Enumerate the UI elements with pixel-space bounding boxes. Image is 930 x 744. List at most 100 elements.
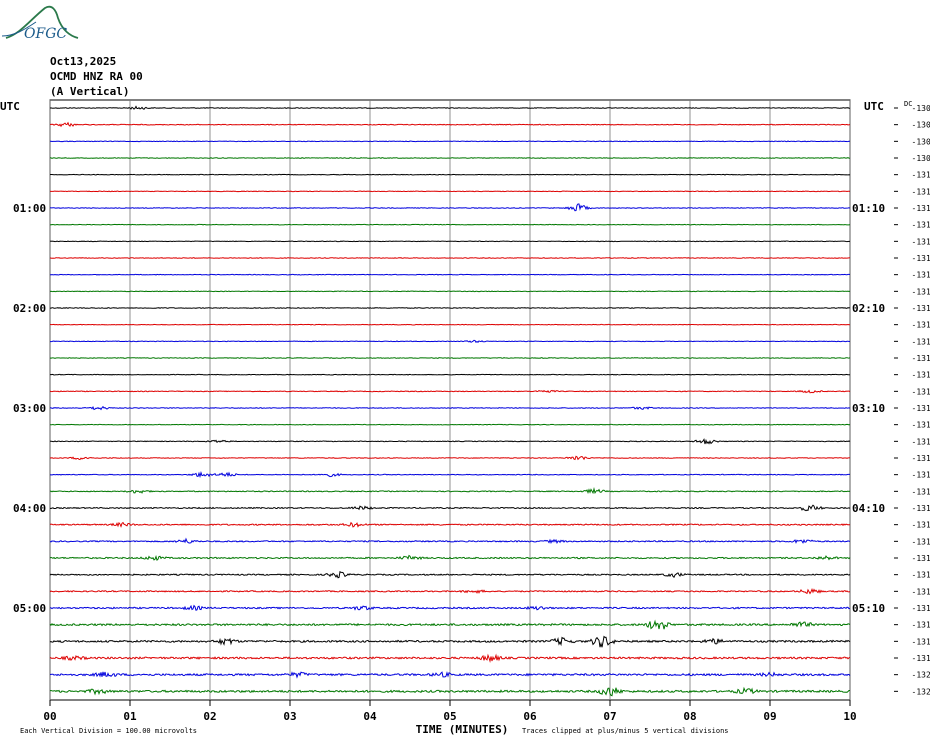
trace-line [49,105,851,110]
x-tick-label: 02 [203,710,216,723]
trace-line [49,438,851,445]
trace-offset-label: -13136 [912,321,930,330]
trace-offset-label: -13103 [912,171,930,180]
trace-offset-label: -13156 [912,637,930,646]
right-time-label: 02:10 [852,302,885,315]
trace-offset-label: -13128 [912,537,930,546]
trace-offset-label: -13130 [912,554,930,563]
trace-line [49,357,851,359]
trace-offset-label: -13132 [912,304,930,313]
trace-offset-label: -13099 [912,154,930,163]
trace-offset-label: -13131 [912,437,930,446]
trace-offset-label: -13129 [912,271,930,280]
x-tick-label: 10 [843,710,856,723]
right-time-label: 04:10 [852,502,885,515]
trace-line [49,588,851,595]
trace-offset-label: -13085 [912,121,930,130]
left-time-label: 03:00 [13,402,46,415]
trace-line [49,405,851,411]
trace-line [50,423,851,426]
trace-line [49,570,851,579]
left-time-label: 04:00 [13,502,46,515]
x-tick-label: 01 [123,710,137,723]
left-time-label: 02:00 [13,302,46,315]
footer-clip-note: Traces clipped at plus/minus 5 vertical … [522,727,729,735]
trace-offset-label: -13107 [912,187,930,196]
trace-offset-label: -13130 [912,454,930,463]
x-tick-label: 08 [683,710,696,723]
trace-offset-label: -13206 [912,687,930,696]
right-time-label: 01:10 [852,202,885,215]
x-tick-label: 00 [43,710,56,723]
trace-line [49,487,851,495]
right-unit-label: DC [904,100,912,108]
right-utc-label: UTC [864,100,884,113]
x-tick-label: 06 [523,710,537,723]
trace-offset-label: -13143 [912,571,930,580]
x-tick-label: 09 [763,710,776,723]
trace-line [49,240,850,243]
trace-offset-label: -13217 [912,671,930,680]
logo-text: OFGC [24,26,68,42]
trace-offset-label: -13132 [912,404,930,413]
x-tick-label: 04 [363,710,377,723]
trace-line [49,173,851,176]
trace-offset-label: -13169 [912,654,930,663]
trace-offset-label: -13139 [912,621,930,630]
trace-line [49,157,851,159]
x-tick-label: 07 [603,710,616,723]
header-station: OCMD HNZ RA 00 [50,70,143,83]
trace-line [49,635,851,648]
trace-line [50,339,851,344]
trace-offset-label: -13126 [912,521,930,530]
trace-line [49,290,851,293]
trace-line [49,619,851,630]
trace-line [49,455,851,461]
trace-offset-label: -13136 [912,354,930,363]
trace-offset-label: -13140 [912,587,930,596]
trace-offset-label: -13136 [912,337,930,346]
trace-line [49,470,850,479]
trace-line [49,521,851,528]
trace-offset-label: -13134 [912,487,930,496]
trace-line [49,504,851,512]
trace-line [49,257,851,259]
x-tick-label: 03 [283,710,296,723]
left-time-label: 05:00 [13,602,46,615]
logo-graphic [1,5,79,39]
trace-offset-label: -13097 [912,137,930,146]
trace-line [49,223,851,226]
trace-line [49,604,851,611]
trace-offset-label: -13127 [912,237,930,246]
right-time-label: 05:10 [852,602,885,615]
trace-line [49,273,851,276]
footer-scale-note: Each Vertical Division = 100.00 microvol… [20,727,197,735]
right-time-label: 03:10 [852,402,885,415]
trace-offset-label: -13128 [912,287,930,296]
x-tick-label: 05 [443,710,456,723]
trace-offset-label: -13128 [912,504,930,513]
left-time-label: 01:00 [13,202,46,215]
trace-offset-label: -13131 [912,421,930,430]
trace-line [49,389,851,394]
logo: OFGC [0,0,80,48]
trace-line [49,140,850,143]
trace-line [49,554,851,562]
trace-offset-label: -13137 [912,387,930,396]
left-utc-label: UTC [0,100,20,113]
trace-offset-label: -13138 [912,371,930,380]
trace-line [49,653,851,664]
trace-offset-label: -13134 [912,254,930,263]
trace-offset-label: -13077 [912,104,930,113]
trace-line [49,373,851,376]
trace-line [49,307,851,309]
trace-offset-label: -13117 [912,221,930,230]
trace-offset-label: -13128 [912,471,930,480]
trace-line [49,203,851,212]
header-date: Oct13,2025 [50,55,117,68]
trace-line [49,323,851,326]
trace-line [49,686,850,697]
x-axis-title: TIME (MINUTES) [416,723,509,736]
trace-offset-label: -13114 [912,204,930,213]
